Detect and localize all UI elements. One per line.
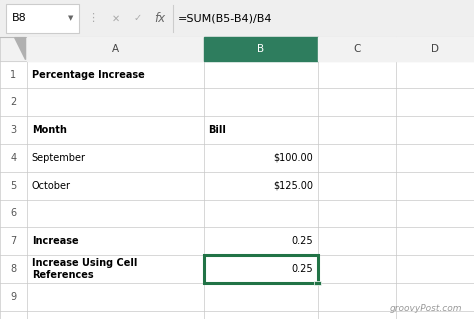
Bar [203, 255, 318, 283]
Text: October: October [32, 181, 71, 191]
Text: Percentage Increase: Percentage Increase [32, 70, 145, 79]
Bar [0, 37, 474, 61]
Text: fx: fx [155, 12, 166, 25]
Text: Bill: Bill [208, 125, 226, 135]
Text: ✓: ✓ [133, 13, 142, 23]
Bar [27, 37, 203, 61]
Polygon shape [15, 38, 26, 60]
Text: $100.00: $100.00 [273, 153, 313, 163]
Bar [6, 4, 79, 33]
Text: Month: Month [32, 125, 67, 135]
Bar [0, 37, 474, 319]
Text: 8: 8 [10, 264, 17, 274]
Text: $125.00: $125.00 [273, 181, 313, 191]
Bar [0, 0, 474, 37]
Bar [203, 37, 318, 61]
Text: 9: 9 [10, 292, 17, 302]
Text: B8: B8 [11, 13, 26, 23]
Text: Increase Using Cell: Increase Using Cell [32, 258, 137, 268]
Bar [396, 37, 474, 61]
Text: A: A [112, 44, 119, 54]
Text: September: September [32, 153, 86, 163]
Text: 7: 7 [10, 236, 17, 246]
Text: 2: 2 [10, 97, 17, 107]
Text: B: B [257, 44, 264, 54]
Bar [318, 37, 396, 61]
Text: ✕: ✕ [112, 13, 120, 23]
Text: C: C [353, 44, 360, 54]
Text: groovyPost.com: groovyPost.com [390, 304, 462, 313]
Text: Increase: Increase [32, 236, 78, 246]
Text: =SUM(B5-B4)/B4: =SUM(B5-B4)/B4 [178, 13, 272, 23]
Text: 0.25: 0.25 [291, 236, 313, 246]
Text: ▼: ▼ [68, 15, 73, 21]
Text: 5: 5 [10, 181, 17, 191]
Text: D: D [431, 44, 439, 54]
Text: References: References [32, 270, 93, 279]
Text: 3: 3 [10, 125, 17, 135]
Text: 0.25: 0.25 [291, 264, 313, 274]
Text: 4: 4 [10, 153, 17, 163]
Bar [314, 281, 320, 285]
Text: 1: 1 [10, 70, 17, 79]
Text: ⋮: ⋮ [87, 13, 98, 23]
Text: 6: 6 [10, 208, 17, 219]
